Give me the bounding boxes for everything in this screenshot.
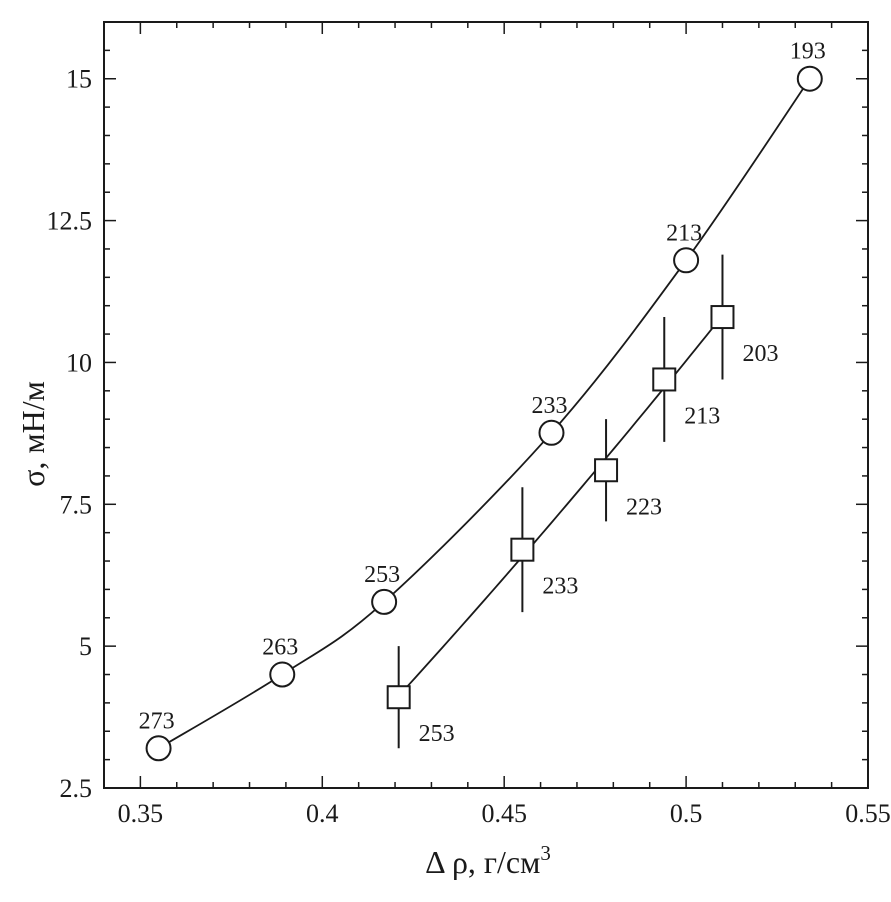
- data-point-square: [710, 305, 735, 330]
- point-label: 263: [262, 635, 298, 661]
- data-point-square: [594, 458, 619, 483]
- x-tick-label: 0.35: [118, 799, 164, 828]
- y-tick-label: 7.5: [60, 490, 93, 519]
- point-label: 233: [542, 574, 578, 600]
- data-point-square: [386, 685, 411, 710]
- point-label: 213: [684, 403, 720, 429]
- data-points: [145, 65, 823, 762]
- point-label: 203: [742, 341, 778, 367]
- data-point-square: [510, 537, 535, 562]
- y-tick-label: 5: [79, 632, 92, 661]
- x-tick-label: 0.5: [670, 799, 703, 828]
- data-point-square: [652, 367, 677, 392]
- x-axis-label: Δ ρ, г/см3: [425, 841, 551, 880]
- data-point-circle: [269, 661, 296, 688]
- y-axis-label: σ, мН/м: [15, 381, 51, 487]
- point-labels: 273 263 253 233 213 193 253 233 223 213 203: [139, 39, 826, 747]
- point-label: 223: [626, 494, 662, 520]
- axes: 0.35 0.4 0.45 0.5 0.55 2.5 5 7.5 10 12.5 15: [47, 21, 891, 828]
- plot-frame: [103, 21, 869, 789]
- data-point-circle: [145, 735, 172, 762]
- data-point-circle: [538, 419, 565, 446]
- error-bars: [397, 254, 724, 749]
- y-tick-label: 10: [66, 348, 92, 377]
- y-tick-label: 15: [66, 65, 92, 94]
- x-tick-label: 0.45: [481, 799, 527, 828]
- point-label: 213: [666, 220, 702, 246]
- x-tick-label: 0.4: [306, 799, 339, 828]
- point-label: 193: [790, 39, 826, 65]
- data-point-circle: [371, 588, 398, 615]
- x-axis-label-superscript: 3: [540, 841, 551, 865]
- point-label: 233: [531, 393, 567, 419]
- x-axis-label-text: Δ ρ, г/см: [425, 844, 540, 880]
- y-tick-label: 12.5: [47, 207, 93, 236]
- x-tick-label: 0.55: [845, 799, 891, 828]
- point-label: 273: [139, 708, 175, 734]
- data-point-circle: [796, 65, 823, 92]
- point-label: 253: [364, 562, 400, 588]
- data-point-circle: [673, 247, 700, 274]
- point-label: 253: [419, 721, 455, 747]
- y-tick-label: 2.5: [60, 774, 93, 803]
